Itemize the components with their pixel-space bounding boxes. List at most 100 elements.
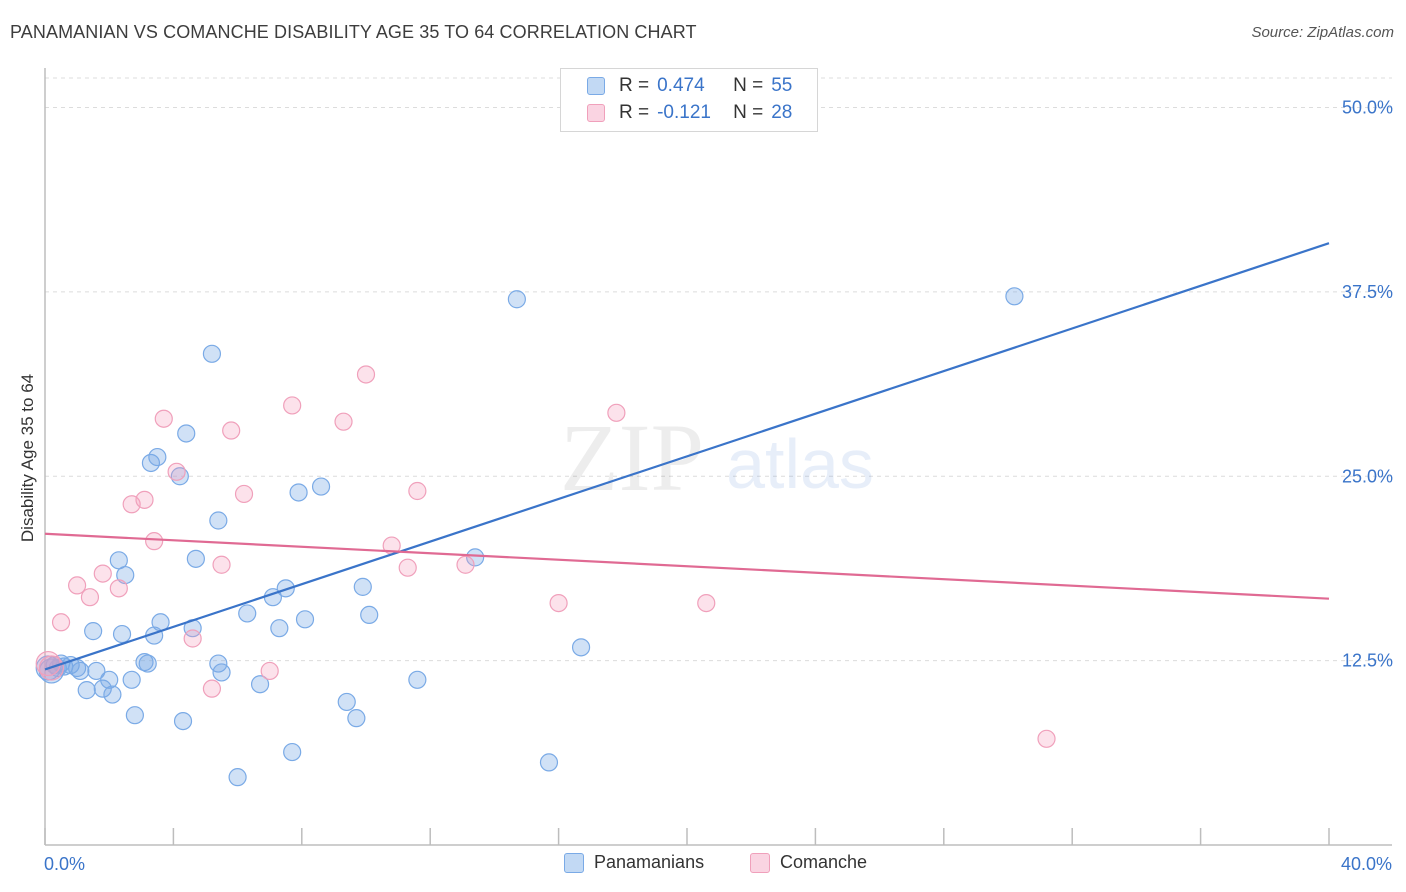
r-label: R = bbox=[619, 75, 650, 96]
panamanian-point bbox=[177, 424, 196, 443]
comanche-point bbox=[356, 365, 376, 384]
panamanian-point bbox=[87, 661, 106, 681]
comanche-point bbox=[93, 564, 112, 583]
panamanian-point bbox=[360, 605, 379, 625]
panamanian-point bbox=[148, 447, 167, 467]
panamanian-point bbox=[238, 604, 257, 623]
panamanian-point bbox=[507, 290, 526, 309]
legend-label: Comanche bbox=[780, 852, 868, 872]
panamanian-point bbox=[283, 742, 302, 762]
source-label: Source: ZipAtlas.com bbox=[1251, 24, 1394, 41]
x-tick-label: 0.0% bbox=[44, 854, 85, 874]
panamanian-point bbox=[84, 622, 103, 641]
panamanian-point bbox=[337, 692, 356, 712]
watermark-zip: ZIP bbox=[560, 404, 704, 511]
comanche-point bbox=[1037, 729, 1056, 748]
comanche-point bbox=[80, 588, 100, 607]
panamanian-point bbox=[100, 670, 119, 689]
panamanian-point bbox=[270, 619, 289, 638]
comanche-points bbox=[35, 365, 1056, 748]
n-value: 28 bbox=[771, 102, 793, 123]
panamanian-point bbox=[103, 685, 122, 704]
panamanian-point bbox=[311, 477, 331, 496]
panamanian-point bbox=[466, 548, 485, 567]
n-label: N = bbox=[733, 102, 764, 123]
comanche-point bbox=[202, 679, 222, 698]
trend-lines bbox=[44, 242, 1330, 671]
comanche-point bbox=[212, 555, 231, 574]
panamanian-point bbox=[408, 670, 427, 689]
legend-swatch-pink bbox=[750, 852, 770, 873]
panamanian-point bbox=[276, 579, 295, 598]
y-tick-label: 12.5% bbox=[1342, 651, 1393, 671]
tick-labels: 12.5% 25.0% 37.5% 50.0% 0.0% 40.0% bbox=[44, 98, 1393, 875]
n-label: N = bbox=[733, 75, 764, 96]
comanche-point bbox=[607, 403, 626, 422]
stats-row-panamanians: R = 0.474 N = 55 bbox=[587, 74, 792, 98]
n-value: 55 bbox=[771, 75, 793, 96]
legend-swatch-pink bbox=[587, 104, 605, 122]
comanche-point bbox=[135, 490, 154, 509]
panamanian-point bbox=[571, 638, 591, 657]
panamanian-point bbox=[209, 511, 228, 530]
comanche-point bbox=[51, 613, 71, 632]
comanche-point bbox=[283, 396, 302, 415]
panamanian-point bbox=[186, 549, 205, 568]
panamanian-point bbox=[173, 711, 193, 731]
comanche-point bbox=[697, 593, 716, 613]
comanche-point bbox=[260, 661, 279, 681]
legend-item-panamanians[interactable]: Panamanians bbox=[564, 852, 704, 873]
y-tick-label: 50.0% bbox=[1342, 98, 1393, 118]
comanche-point bbox=[145, 532, 164, 551]
panamanian-point bbox=[77, 681, 96, 700]
watermark-atlas: atlas bbox=[726, 425, 874, 503]
panamanian-point bbox=[353, 577, 372, 596]
legend-swatch-blue bbox=[587, 77, 605, 95]
comanche-point bbox=[398, 558, 417, 577]
panamanian-point bbox=[347, 709, 366, 728]
panamanian-point bbox=[539, 753, 559, 772]
y-tick-label: 37.5% bbox=[1342, 282, 1393, 302]
stats-legend: R = 0.474 N = 55 R = -0.121 N = 28 bbox=[560, 68, 818, 132]
panamanian-point bbox=[212, 663, 231, 682]
comanche-point bbox=[154, 409, 173, 428]
panamanian-point bbox=[202, 344, 222, 363]
y-tick-label: 25.0% bbox=[1342, 466, 1393, 486]
comanche-point bbox=[183, 629, 202, 648]
comanche-trend-line bbox=[44, 532, 1330, 600]
comanche-point bbox=[167, 462, 186, 481]
comanche-point bbox=[222, 421, 241, 440]
comanche-point bbox=[456, 555, 475, 574]
chart-title: PANAMANIAN VS COMANCHE DISABILITY AGE 35… bbox=[10, 22, 697, 42]
r-value: -0.121 bbox=[657, 102, 711, 123]
panamanian-point bbox=[122, 670, 141, 689]
stats-row-comanche: R = -0.121 N = 28 bbox=[587, 101, 792, 125]
comanche-point bbox=[549, 593, 568, 613]
panamanian-point bbox=[71, 661, 90, 681]
x-tick-label: 40.0% bbox=[1341, 854, 1392, 874]
comanche-point bbox=[234, 484, 254, 504]
axes bbox=[44, 68, 1392, 846]
r-value: 0.474 bbox=[657, 75, 705, 96]
legend-swatch-blue bbox=[564, 852, 584, 873]
comanche-point bbox=[109, 579, 128, 598]
legend-label: Panamanians bbox=[594, 852, 705, 872]
legend-item-comanche[interactable]: Comanche bbox=[750, 852, 867, 873]
panamanian-point bbox=[295, 610, 315, 629]
panamanians-trend-line bbox=[44, 242, 1330, 671]
r-label: R = bbox=[619, 102, 650, 123]
gridlines bbox=[45, 77, 1392, 662]
panamanian-point bbox=[250, 675, 270, 694]
panamanians-points bbox=[35, 287, 1024, 787]
series-legend: Panamanians Comanche bbox=[0, 852, 1406, 876]
panamanian-point bbox=[289, 483, 308, 502]
panamanian-point bbox=[125, 706, 144, 725]
comanche-point bbox=[67, 576, 87, 595]
comanche-point bbox=[408, 481, 427, 501]
y-axis-title: Disability Age 35 to 64 bbox=[18, 373, 37, 543]
panamanian-point bbox=[138, 654, 157, 673]
panamanian-point bbox=[112, 624, 132, 644]
panamanian-point bbox=[1005, 287, 1024, 306]
comanche-point bbox=[334, 412, 353, 431]
